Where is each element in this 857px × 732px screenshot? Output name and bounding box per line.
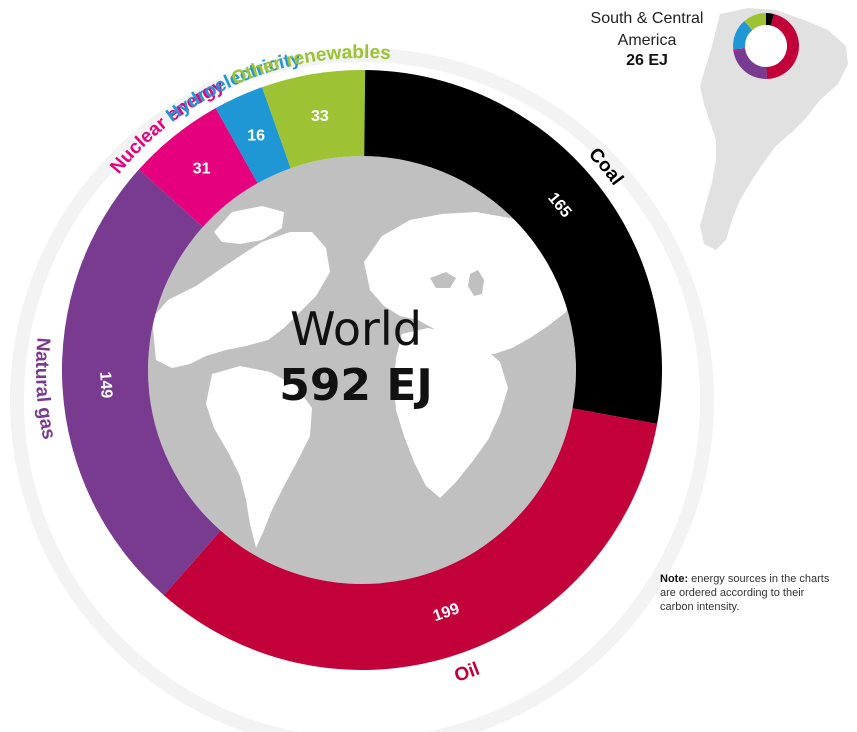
segment-coal	[362, 70, 662, 424]
inset-region-line2: America	[617, 32, 677, 49]
north-america-shape	[152, 232, 330, 368]
greenland-shape	[214, 206, 284, 244]
world-donut-segments	[61, 70, 662, 671]
caspian-sea-shape	[468, 270, 484, 296]
value-label-nuclear-energy: 31	[193, 161, 211, 178]
africa-shape	[394, 328, 508, 498]
inset-region-name: South & Central America	[572, 8, 722, 52]
inset-donut-segments	[733, 13, 799, 79]
segment-oil	[163, 408, 658, 671]
segment-nuclear-energy	[138, 108, 258, 227]
inset-donut-hole	[745, 25, 787, 67]
inset-segment-nuclear-energy	[733, 48, 746, 52]
segment-other-renewables	[262, 70, 366, 169]
inset-region-line1: South & Central	[590, 10, 704, 27]
value-label-other-renewables: 33	[311, 108, 329, 125]
category-label-oil: Oil	[452, 659, 483, 687]
south-america-map	[700, 8, 848, 250]
chart-note: Note: energy sources in the charts are o…	[660, 572, 830, 614]
inset-total: 26 EJ	[626, 52, 668, 69]
note-text: energy sources in the charts are ordered…	[660, 573, 830, 613]
inset-segment-other-renewables	[744, 13, 766, 31]
category-label-natural-gas: Natural gas	[31, 337, 59, 441]
black-sea-shape	[430, 272, 456, 288]
note-label: Note:	[660, 573, 689, 585]
inset-segment-oil	[766, 13, 799, 79]
world-total: 592 EJ	[279, 360, 433, 411]
inland-seas	[430, 270, 484, 296]
south-america-shape	[206, 366, 312, 548]
inset-segment-natural-gas	[733, 49, 767, 79]
inset-segment-coal	[766, 13, 774, 26]
background-ring	[10, 48, 714, 732]
segment-hydroelectricity	[215, 87, 291, 184]
world-title: World	[290, 302, 422, 356]
value-label-hydroelectricity: 16	[247, 127, 265, 144]
segment-natural-gas	[61, 169, 221, 596]
inset-segment-hydroelectricity	[733, 21, 753, 50]
value-label-natural-gas: 149	[96, 371, 115, 399]
